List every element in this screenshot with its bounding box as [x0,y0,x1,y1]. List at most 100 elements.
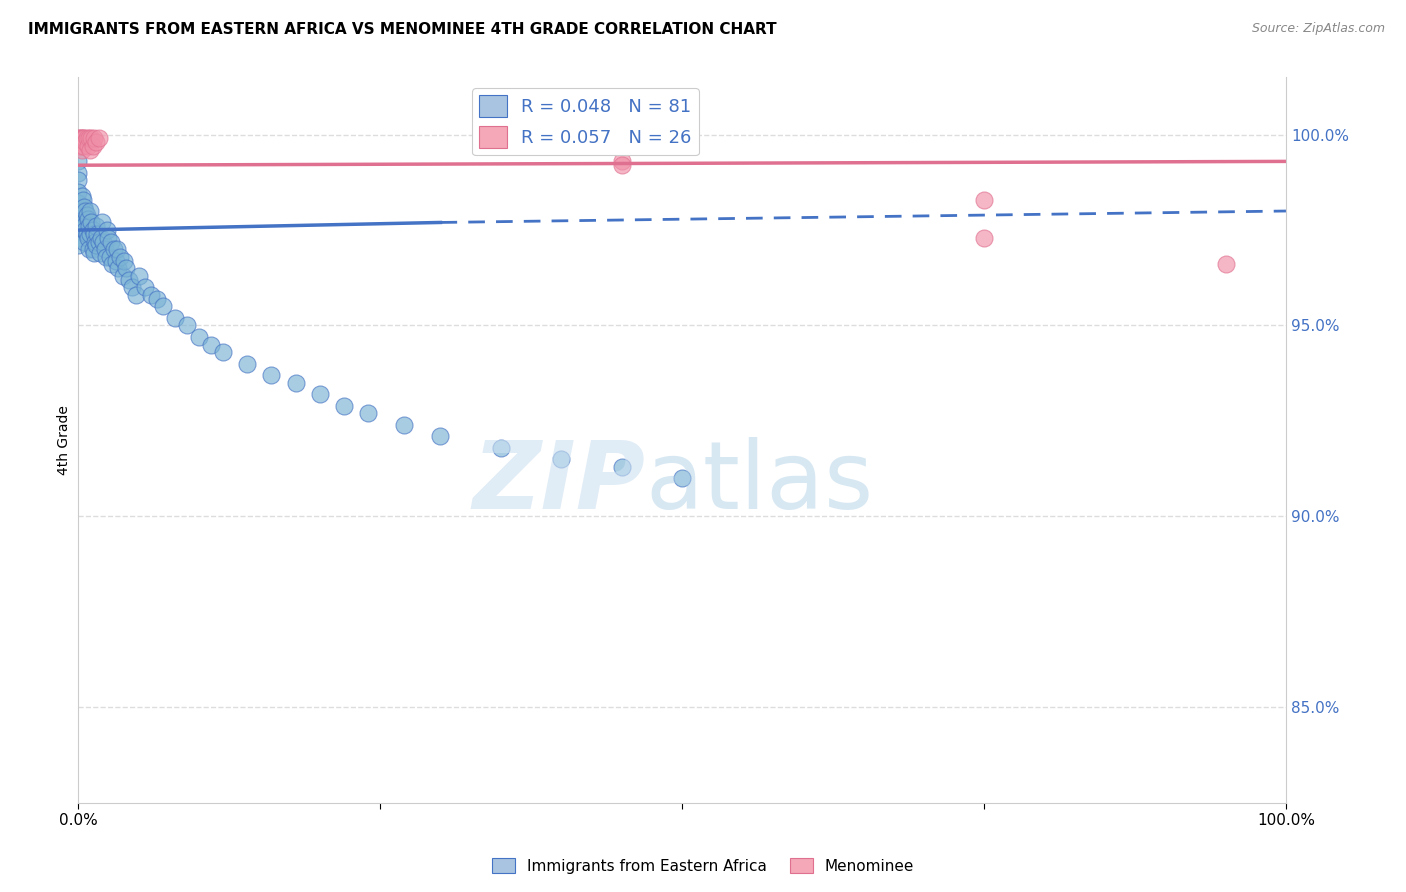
Point [89,246,111,260]
Point [128,268,150,283]
Point [97,231,120,245]
Point [87,235,110,249]
Point [429,429,451,443]
Point [134,280,156,294]
Text: ZIP: ZIP [472,437,645,530]
Point [176,318,198,333]
Point [84,136,107,150]
Point [69,139,91,153]
Point [152,300,174,314]
Point [187,330,209,344]
Point [1215,257,1237,271]
Point [73,200,96,214]
Point [75,136,97,150]
Legend: Immigrants from Eastern Africa, Menominee: Immigrants from Eastern Africa, Menomine… [485,852,921,880]
Point [72,211,94,226]
Point [72,193,94,207]
Point [80,131,103,145]
Point [70,143,93,157]
Point [70,204,93,219]
Point [115,261,138,276]
Text: atlas: atlas [645,437,875,530]
Point [86,227,108,241]
Point [73,235,96,249]
Point [72,131,94,145]
Point [610,459,633,474]
Point [121,280,143,294]
Point [76,227,98,241]
Point [101,257,124,271]
Text: IMMIGRANTS FROM EASTERN AFRICA VS MENOMINEE 4TH GRADE CORRELATION CHART: IMMIGRANTS FROM EASTERN AFRICA VS MENOMI… [28,22,776,37]
Point [112,253,135,268]
Point [973,193,995,207]
Point [79,204,101,219]
Legend: R = 0.048   N = 81, R = 0.057   N = 26: R = 0.048 N = 81, R = 0.057 N = 26 [472,88,699,155]
Point [84,219,107,234]
Point [93,242,115,256]
Point [610,158,633,172]
Point [284,376,307,390]
Point [73,219,96,234]
Point [139,288,162,302]
Point [69,131,91,145]
Point [67,139,90,153]
Point [105,242,128,256]
Point [610,154,633,169]
Point [82,223,104,237]
Point [84,238,107,252]
Point [77,219,100,234]
Point [94,250,117,264]
Point [163,310,186,325]
Point [67,185,90,199]
Point [82,242,104,256]
Point [333,399,356,413]
Point [76,231,98,245]
Point [100,235,122,249]
Point [67,154,90,169]
Point [72,139,94,153]
Point [67,136,90,150]
Point [67,196,90,211]
Point [70,131,93,145]
Text: Source: ZipAtlas.com: Source: ZipAtlas.com [1251,22,1385,36]
Point [87,131,110,145]
Point [93,235,115,249]
Point [103,242,125,256]
Point [73,131,96,145]
Point [91,215,114,229]
Point [671,471,693,485]
Point [67,208,90,222]
Point [75,223,97,237]
Point [118,273,141,287]
Point [308,387,330,401]
Point [489,441,512,455]
Point [260,368,283,383]
Point [79,227,101,241]
Point [77,131,100,145]
Point [110,250,132,264]
Point [111,268,134,283]
Point [77,242,100,256]
Point [76,208,98,222]
Point [67,166,90,180]
Point [70,188,93,202]
Point [125,288,148,302]
Point [90,231,112,245]
Point [67,231,90,245]
Point [973,231,995,245]
Point [550,452,572,467]
Point [236,357,259,371]
Point [76,131,98,145]
Point [67,215,90,229]
Point [82,139,104,153]
Point [79,143,101,157]
Point [83,131,105,145]
Point [75,204,97,219]
Point [200,337,222,351]
Point [145,292,167,306]
Point [67,173,90,187]
Point [104,253,127,268]
Point [67,238,90,252]
Point [83,227,105,241]
Point [84,235,107,249]
